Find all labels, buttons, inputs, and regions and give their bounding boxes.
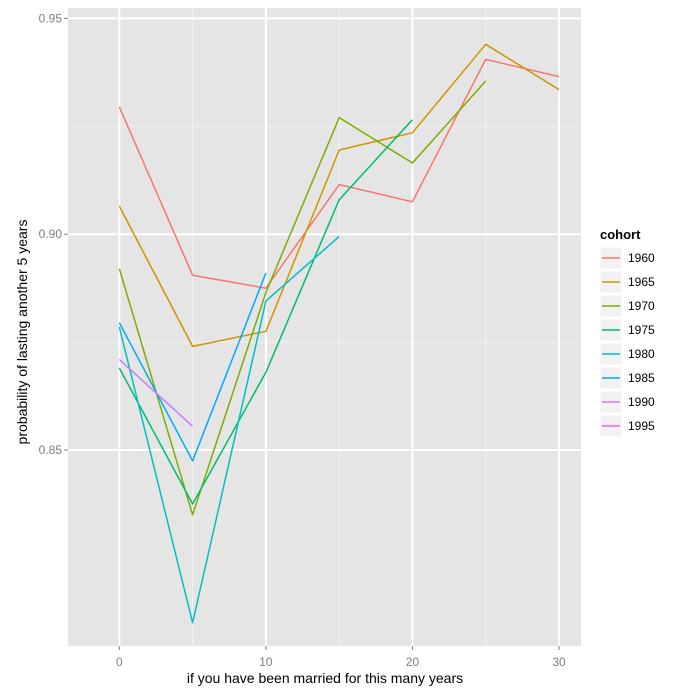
legend-label-1995: 1995 (628, 419, 655, 433)
x-tick-label: 30 (552, 655, 566, 669)
plot-panel (68, 8, 581, 646)
legend-title: cohort (600, 227, 641, 242)
y-axis-title: probability of lasting another 5 years (14, 220, 30, 445)
series-lines (118, 43, 560, 624)
series-line-1975 (118, 119, 413, 505)
y-tick-label: 0.85 (39, 443, 63, 457)
legend-label-1980: 1980 (628, 347, 655, 361)
x-tick-label: 0 (116, 655, 123, 669)
legend-label-1975: 1975 (628, 323, 655, 337)
x-tick-label: 20 (406, 655, 420, 669)
legend-label-1960: 1960 (628, 251, 655, 265)
legend-label-1970: 1970 (628, 299, 655, 313)
series-line-1965 (118, 43, 560, 348)
series-line-1960 (118, 58, 560, 289)
series-line-1985 (118, 272, 267, 462)
legend-label-1965: 1965 (628, 275, 655, 289)
legend-label-1990: 1990 (628, 395, 655, 409)
legend-label-1985: 1985 (628, 371, 655, 385)
series-line-1980 (118, 235, 340, 624)
y-tick-label: 0.90 (39, 227, 63, 241)
legend: cohort 1960 1965 1970 1975 1980 1985 1990 1995 (599, 227, 655, 438)
x-axis-ticks: 0 10 20 30 (116, 646, 566, 669)
series-line-1970 (118, 80, 487, 516)
y-tick-label: 0.95 (39, 11, 63, 25)
x-axis-title: if you have been married for this many y… (187, 670, 463, 686)
series-line-1990 (118, 358, 194, 427)
y-axis-ticks: 0.85 0.90 0.95 (39, 11, 68, 457)
x-tick-label: 10 (259, 655, 273, 669)
